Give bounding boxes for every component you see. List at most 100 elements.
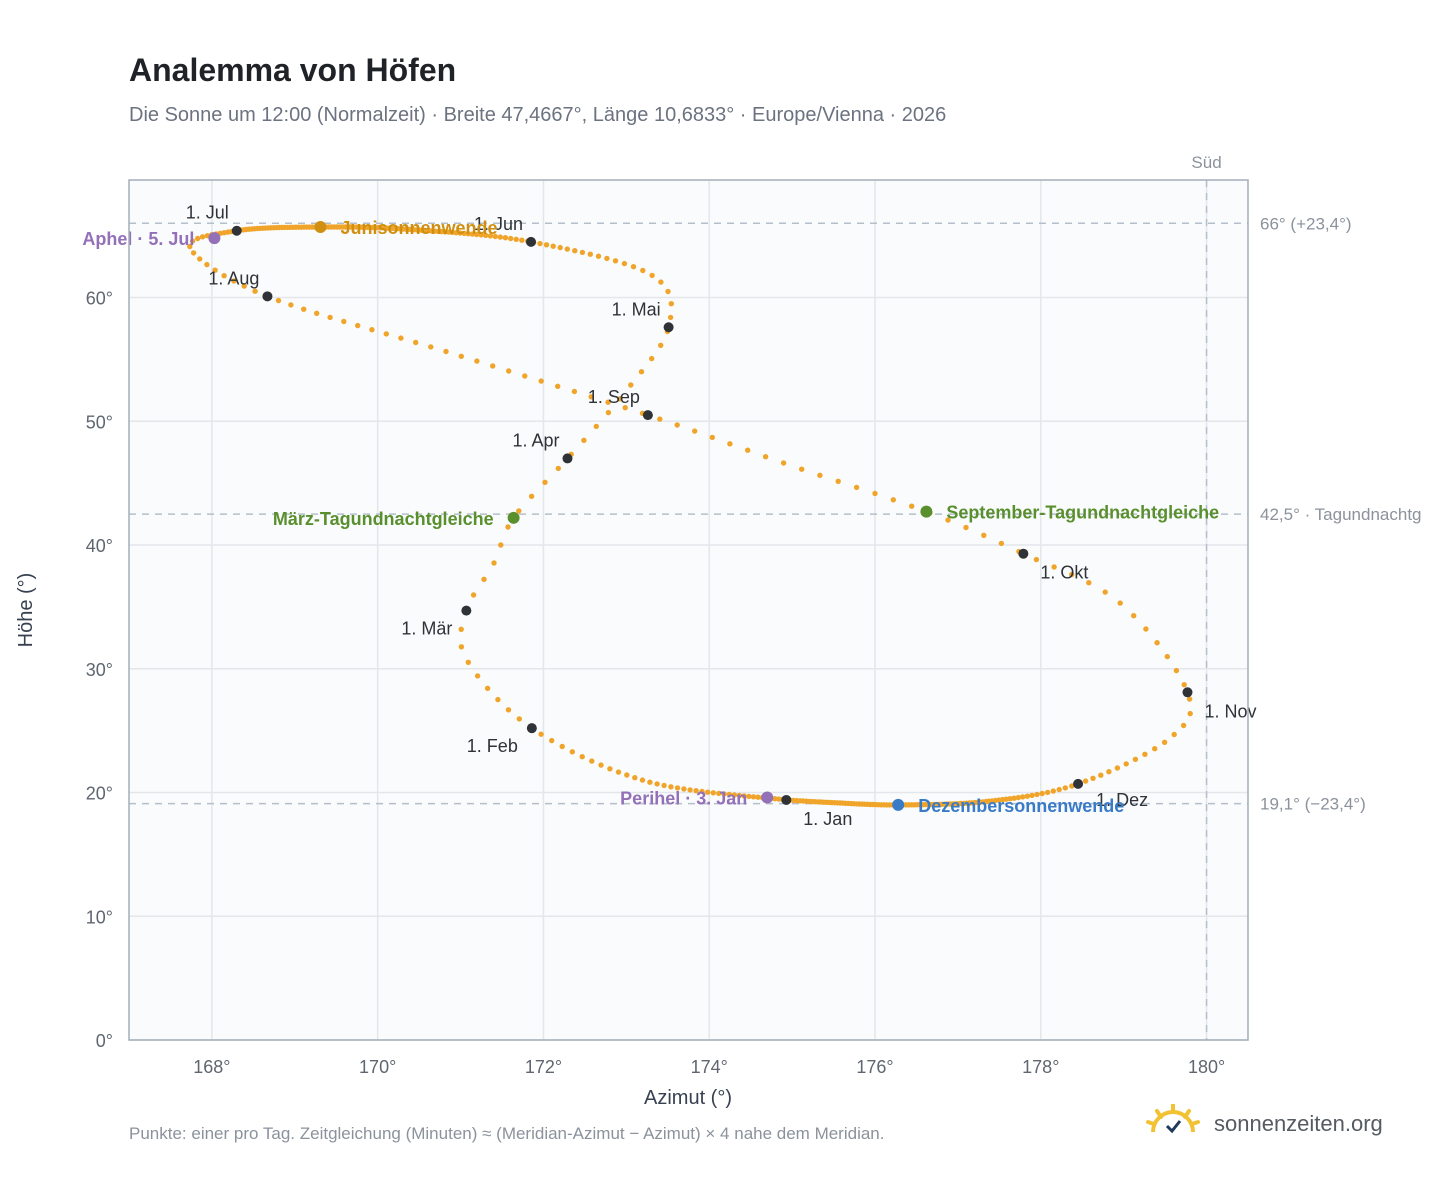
daily-sun-point — [516, 508, 522, 514]
daily-sun-point — [314, 310, 320, 316]
daily-sun-point — [1173, 667, 1180, 674]
month-label: 1. Dez — [1096, 790, 1148, 810]
daily-sun-point — [615, 769, 622, 775]
daily-sun-point — [491, 560, 497, 566]
daily-sun-point — [1187, 710, 1193, 717]
daily-sun-point — [1102, 589, 1108, 595]
daily-sun-point — [909, 503, 915, 509]
daily-sun-point — [474, 231, 480, 238]
month-point — [1018, 548, 1029, 559]
x-tick-label: 176° — [856, 1057, 893, 1077]
daily-sun-point — [221, 273, 227, 279]
daily-sun-point — [612, 258, 619, 264]
daily-sun-point — [1033, 556, 1040, 563]
daily-sun-point — [605, 399, 611, 405]
x-tick-label: 170° — [359, 1057, 396, 1077]
daily-sun-point — [542, 479, 548, 485]
daily-sun-point — [569, 749, 575, 755]
daily-sun-point — [327, 314, 333, 321]
daily-sun-point — [470, 592, 477, 598]
daily-sun-point — [1082, 778, 1089, 784]
daily-sun-point — [750, 794, 757, 800]
daily-sun-point — [469, 231, 476, 237]
brand[interactable]: sonnenzeiten.org — [1146, 1103, 1383, 1143]
daily-sun-point — [301, 306, 307, 312]
daily-sun-point — [187, 243, 193, 250]
daily-sun-point — [483, 232, 489, 239]
daily-sun-point — [1164, 653, 1171, 660]
june_solstice-label: Junisonnenwende — [340, 218, 497, 238]
sun-logo-icon — [1146, 1103, 1200, 1143]
june_solstice-point — [314, 221, 327, 234]
daily-sun-point — [458, 644, 465, 650]
daily-sun-point — [963, 524, 969, 531]
daily-sun-point — [667, 314, 674, 321]
daily-sun-point — [199, 234, 206, 240]
december_solstice-label: Dezembersonnenwende — [918, 796, 1124, 816]
daily-sun-point — [579, 249, 586, 256]
daily-sun-point — [212, 267, 218, 273]
daily-sun-point — [498, 542, 504, 548]
daily-sun-point — [478, 232, 484, 238]
month-label: 1. Apr — [512, 430, 559, 450]
daily-sun-point — [505, 524, 511, 530]
chart-subtitle: Die Sonne um 12:00 (Normalzeit) · Breite… — [129, 104, 947, 126]
month-label: 1. Sep — [588, 387, 640, 407]
tick-labels: 168° 170° 172° 174° 176° 178° 180° 0° 10° 20° 30° 4… — [86, 289, 1225, 1077]
daily-sun-point — [288, 302, 294, 308]
daily-sun-point — [681, 786, 687, 792]
daily-sun-point — [1123, 761, 1129, 767]
daily-sun-point — [668, 301, 674, 307]
daily-sun-point — [736, 792, 743, 799]
daily-sun-point — [1050, 788, 1057, 794]
daily-sun-point — [252, 288, 258, 294]
daily-sun-point — [835, 478, 841, 484]
daily-sun-point — [593, 423, 599, 430]
y-axis-title: Höhe (°) — [15, 573, 37, 648]
daily-sun-point — [998, 540, 1005, 547]
x-axis-title: Azimut (°) — [644, 1087, 732, 1109]
y-tick-label: 40° — [86, 536, 113, 556]
month-point — [526, 236, 537, 247]
daily-sun-point — [1171, 731, 1177, 738]
daily-sun-point — [755, 794, 761, 800]
daily-sun-point — [799, 466, 805, 472]
daily-sun-point — [598, 762, 604, 768]
daily-sun-point — [505, 707, 512, 713]
month-label: 1. Mär — [401, 619, 452, 639]
daily-sun-point — [1011, 795, 1017, 801]
daily-sun-point — [428, 344, 434, 350]
y-tick-label: 50° — [86, 412, 113, 432]
daily-sun-point — [1020, 794, 1026, 800]
daily-sun-point — [817, 472, 823, 478]
daily-sun-point — [189, 238, 196, 244]
daily-sun-point — [581, 437, 587, 443]
daily-sun-point — [624, 772, 630, 778]
daily-sun-point — [890, 497, 896, 503]
footer-note: Punkte: einer pro Tag. Zeitgleichung (Mi… — [129, 1124, 885, 1143]
daily-sun-point — [519, 237, 525, 243]
daily-sun-point — [1181, 682, 1187, 688]
daily-sun-point — [465, 659, 471, 665]
equinox-point — [507, 511, 520, 524]
daily-sun-point — [731, 792, 738, 798]
month-point — [526, 723, 537, 734]
daily-sun-point — [571, 388, 578, 395]
daily-sun-point — [538, 731, 544, 737]
daily-sun-point — [587, 251, 593, 257]
daily-sun-point — [630, 264, 637, 270]
daily-sun-point — [628, 382, 634, 388]
daily-sun-point — [1117, 600, 1123, 606]
equinox-point — [920, 505, 933, 518]
daily-sun-point — [481, 576, 487, 582]
daily-sun-point — [506, 368, 512, 374]
daily-sun-point — [605, 409, 612, 416]
daily-sun-point — [665, 288, 671, 295]
daily-sun-point — [657, 416, 663, 422]
daily-sun-point — [443, 348, 449, 355]
daily-sun-point — [658, 342, 664, 348]
daily-sun-point — [853, 484, 860, 491]
month-point — [262, 291, 273, 302]
daily-sun-point — [537, 240, 543, 247]
month-label: 1. Aug — [208, 268, 259, 288]
